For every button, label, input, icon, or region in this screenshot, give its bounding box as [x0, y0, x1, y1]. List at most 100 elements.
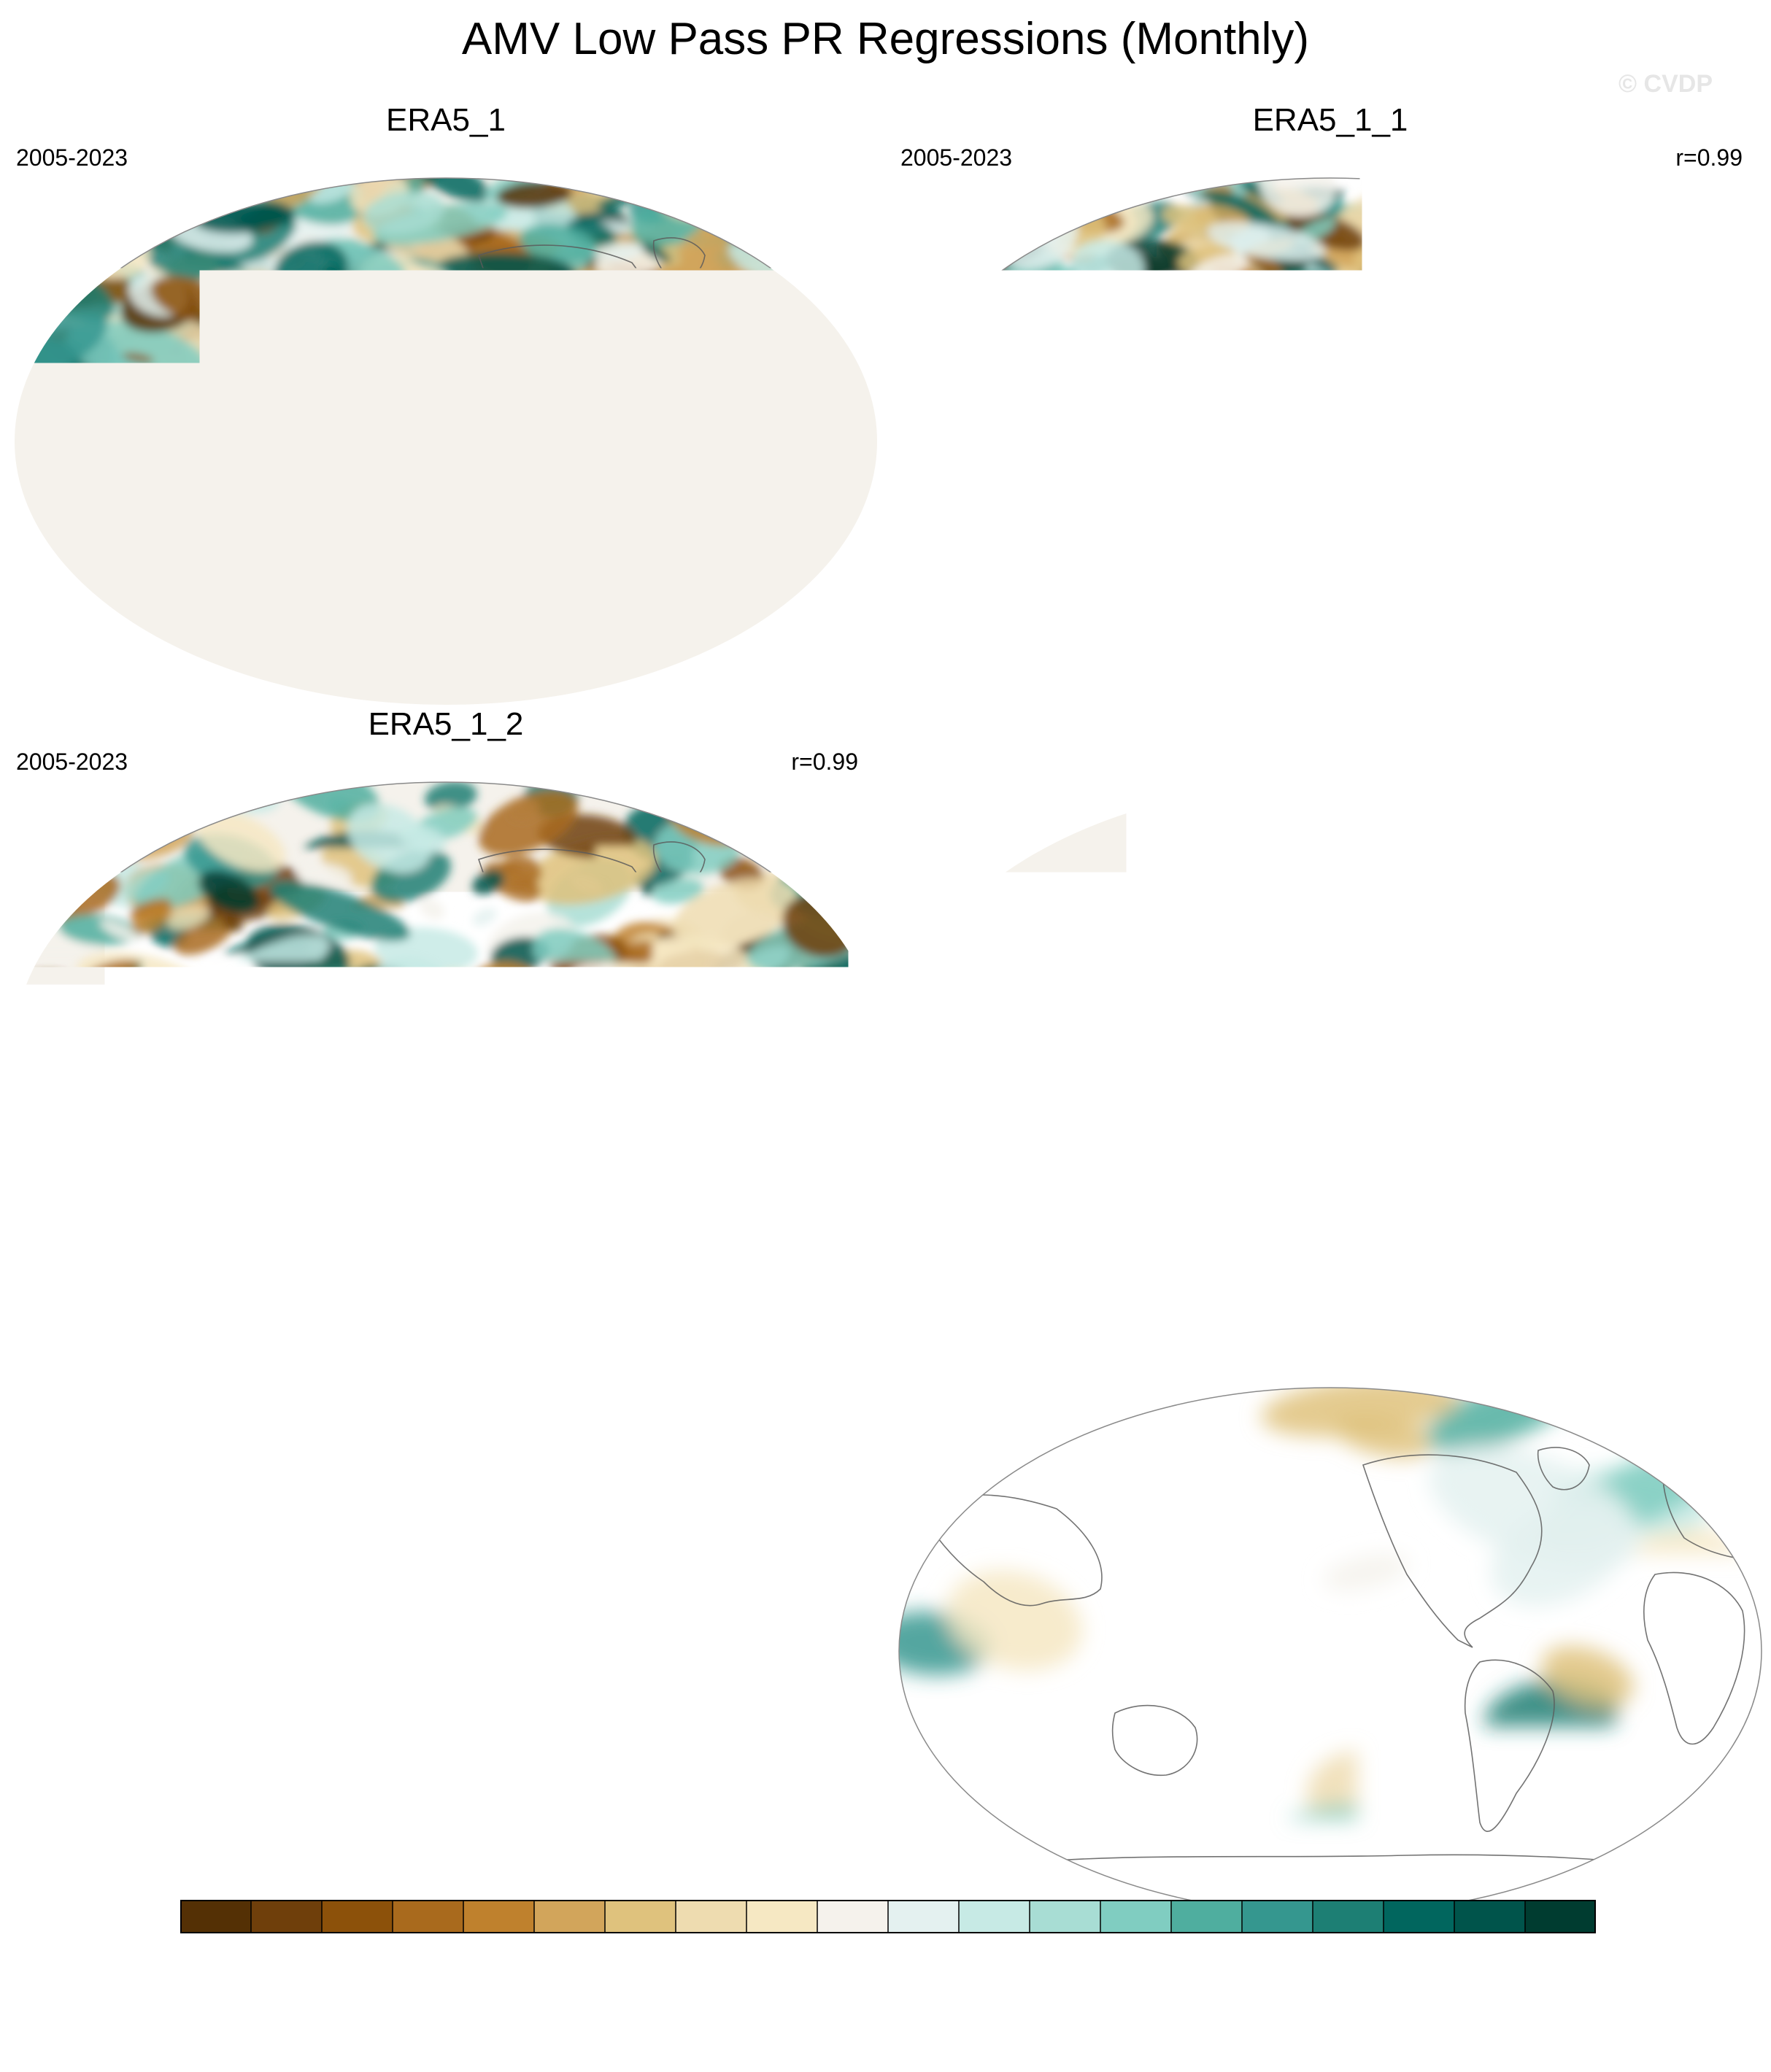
- precip-blob: [212, 1290, 288, 1312]
- precip-blob: [790, 796, 880, 870]
- precip-blob: [12, 175, 45, 205]
- precip-blob: [862, 227, 880, 247]
- precip-blob: [1004, 663, 1061, 705]
- precip-blob: [1636, 204, 1728, 266]
- precip-blob: [769, 1269, 821, 1299]
- precip-blob: [896, 190, 914, 213]
- precip-blob: [819, 779, 880, 819]
- precip-blob: [12, 812, 39, 846]
- precip-blob: [1721, 897, 1764, 945]
- precip-blob: [1721, 636, 1764, 679]
- precip-blob: [896, 808, 977, 858]
- precip-blob: [1707, 884, 1756, 909]
- precip-blob: [1629, 779, 1695, 816]
- precip-blob: [1694, 826, 1737, 861]
- precip-blob: [733, 1246, 755, 1257]
- precip-blob: [1718, 197, 1764, 247]
- precip-blob: [826, 1213, 873, 1246]
- precip-blob: [1657, 1256, 1764, 1312]
- precip-blob: [1699, 1391, 1764, 1461]
- precip-blob: [814, 622, 880, 668]
- precip-blob: [1659, 175, 1758, 236]
- panel-period: 2005-2023: [900, 1354, 1012, 1381]
- precip-blob: [12, 827, 69, 893]
- precip-blob: [1032, 810, 1073, 829]
- precip-blob: [24, 779, 137, 832]
- precip-blob: [1683, 1832, 1764, 1917]
- colorbar-tick-label: 4: [1446, 1938, 1463, 1974]
- precip-blob: [896, 175, 933, 221]
- precip-blob: [1600, 657, 1713, 708]
- precip-blob: [896, 1248, 1004, 1312]
- precip-blob: [1671, 1286, 1764, 1312]
- colorbar-swatch: [1171, 1900, 1243, 1933]
- precip-blob: [1686, 220, 1747, 253]
- precip-blob: [654, 784, 686, 811]
- precip-blob: [728, 779, 844, 830]
- precip-blob: [12, 788, 45, 830]
- colorbar-swatch: [1454, 1900, 1526, 1933]
- precip-blob: [896, 347, 914, 357]
- precip-blob: [896, 640, 926, 677]
- precip-blob: [1691, 259, 1743, 308]
- colorbar-swatch: [1242, 1900, 1313, 1933]
- precip-blob: [19, 838, 66, 873]
- colorbar-swatch: [605, 1900, 676, 1933]
- precip-blob: [773, 783, 863, 834]
- precip-blob: [33, 805, 90, 859]
- precip-blob: [737, 175, 861, 265]
- precip-blob: [896, 1233, 1009, 1299]
- precip-blob: [909, 651, 979, 700]
- precip-blob: [12, 605, 109, 686]
- precip-blob: [1665, 609, 1739, 647]
- precip-blob: [1608, 685, 1642, 706]
- precip-blob: [1600, 647, 1713, 705]
- panel-correlation: r=1.00: [1675, 749, 1743, 776]
- panel-title: ERA5_1_1: [896, 102, 1764, 139]
- precip-blob: [12, 1199, 106, 1277]
- precip-blob: [896, 590, 971, 646]
- precip-blob: [771, 175, 880, 232]
- precip-blob: [919, 564, 946, 586]
- precip-blob: [1648, 1224, 1747, 1303]
- precip-blob: [1053, 779, 1112, 821]
- precip-blob: [941, 266, 976, 282]
- precip-blob: [12, 175, 96, 215]
- precip-blob: [965, 797, 1046, 840]
- colorbar-swatch: [1100, 1900, 1172, 1933]
- precip-blob: [1623, 201, 1716, 274]
- cvdp-watermark: © CVDP: [1618, 70, 1713, 98]
- precip-blob: [777, 1251, 838, 1309]
- precip-blob: [91, 1283, 201, 1312]
- precip-blob: [825, 280, 880, 317]
- precip-blob: [1661, 794, 1743, 867]
- precip-blob: [700, 642, 825, 708]
- precip-blob: [703, 660, 788, 708]
- precip-blob: [896, 566, 965, 651]
- precip-blob: [12, 655, 109, 708]
- precip-blob: [20, 200, 55, 223]
- precip-blob: [851, 565, 880, 597]
- precip-blob: [687, 1278, 721, 1296]
- precip-blob: [796, 1209, 831, 1237]
- precip-blob: [750, 1261, 847, 1312]
- colorbar-tick-label: 0.75: [1140, 1938, 1203, 1974]
- precip-blob: [914, 628, 995, 673]
- colorbar-tick-label: 0: [879, 1938, 897, 1974]
- precip-blob: [896, 570, 961, 634]
- precip-blob: [1660, 1229, 1722, 1269]
- colorbar-units: mm/day /C /C: [0, 1996, 1771, 2038]
- precip-blob: [1001, 779, 1093, 815]
- precip-blob: [820, 863, 880, 907]
- colorbar-swatch: [1525, 1900, 1596, 1933]
- panel-era5-1-3: ERA5_1_3 2005-2023 r=1.00: [896, 706, 1764, 1290]
- precip-blob: [896, 1173, 917, 1199]
- precip-blob: [12, 1220, 41, 1242]
- map-era5-1-2: [12, 779, 880, 1312]
- precip-blob: [896, 627, 949, 708]
- precip-blob: [982, 1295, 1026, 1312]
- precip-blob: [1642, 822, 1681, 850]
- precip-blob: [836, 631, 857, 642]
- precip-blob: [896, 287, 946, 334]
- precip-blob: [665, 793, 698, 818]
